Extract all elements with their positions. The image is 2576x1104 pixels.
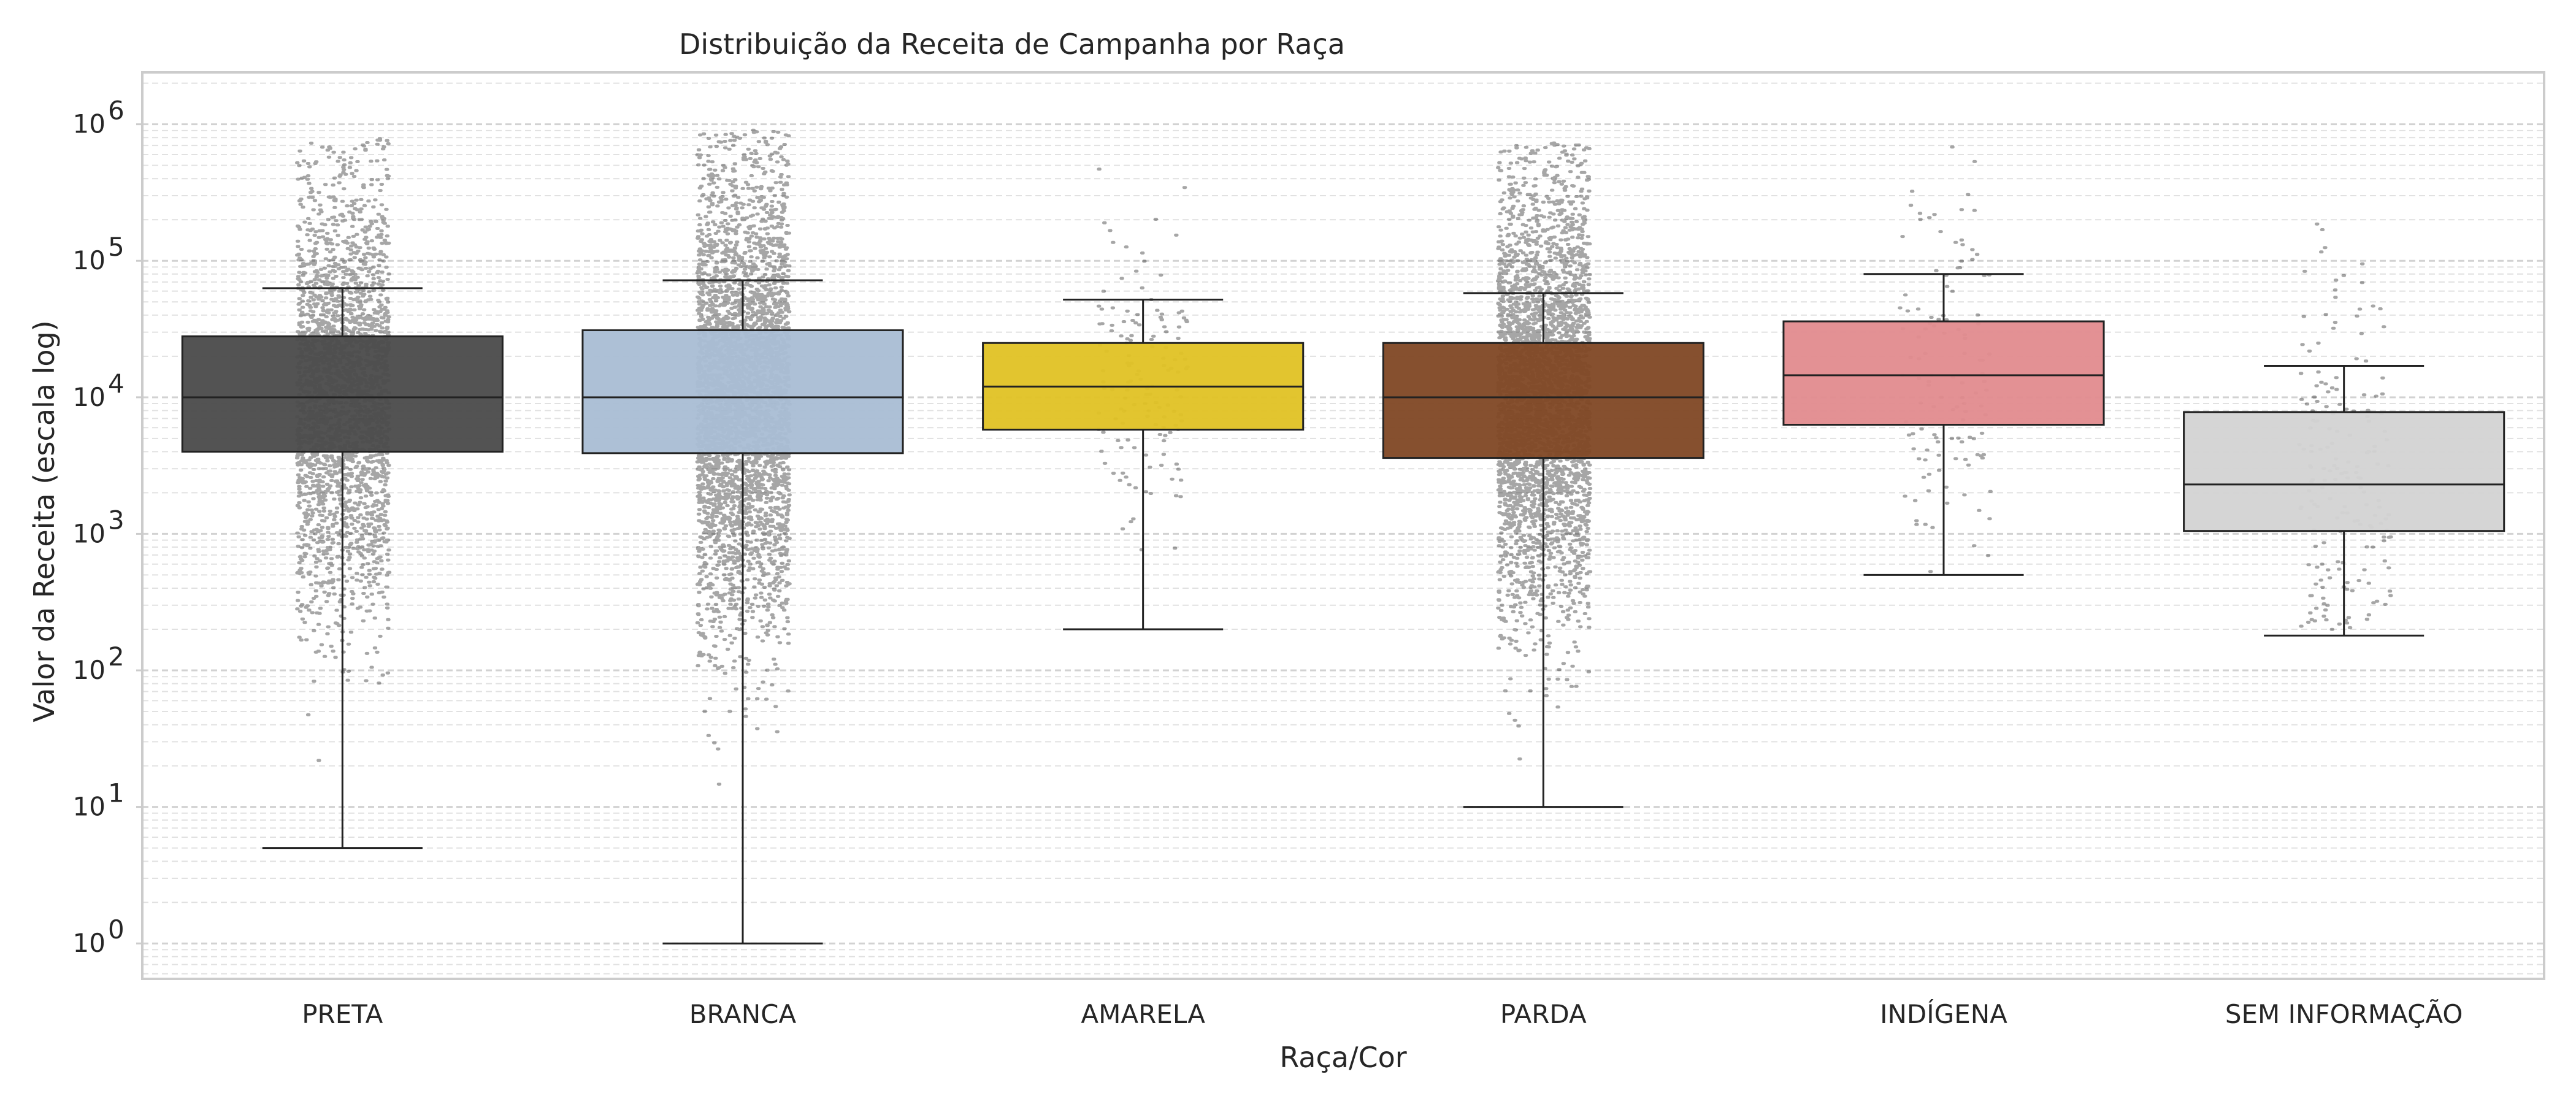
box-iqr — [581, 329, 904, 454]
y-tick-exponent: 4 — [108, 369, 125, 399]
y-tick-label: 10 — [73, 245, 105, 275]
x-axis-ticks: PRETA BRANCA AMARELA PARDA INDÍGENA SEM INFOR… — [302, 999, 2463, 1029]
x-tick-label: SEM INFORMAÇÃO — [2225, 999, 2463, 1029]
y-tick-exponent: 2 — [108, 642, 125, 672]
box-3 — [1382, 292, 1704, 808]
y-tick-label: 10 — [73, 109, 105, 139]
y-tick-label: 10 — [73, 928, 105, 958]
box-iqr — [2183, 411, 2505, 532]
x-tick-label: AMARELA — [1081, 999, 1205, 1029]
x-tick-label: BRANCA — [689, 999, 797, 1029]
box-iqr — [1782, 320, 2105, 426]
plot-frame — [141, 71, 2545, 980]
y-tick-label: 10 — [73, 382, 105, 412]
y-tick-label: 10 — [73, 518, 105, 548]
y-tick-label: 10 — [73, 655, 105, 685]
box-0 — [181, 287, 504, 849]
y-tick-exponent: 1 — [108, 778, 125, 808]
y-tick-exponent: 0 — [108, 914, 125, 945]
box-1 — [581, 279, 904, 945]
y-axis-title: Valor da Receita (escala log) — [28, 320, 61, 722]
box-iqr — [1382, 342, 1704, 459]
y-tick-exponent: 6 — [108, 96, 125, 126]
box-2 — [982, 298, 1305, 631]
y-tick-label: 10 — [73, 792, 105, 822]
y-tick-exponent: 3 — [108, 505, 125, 535]
x-tick-label: PARDA — [1500, 999, 1587, 1029]
y-tick-exponent: 5 — [108, 232, 125, 262]
chart-title: Distribuição da Receita de Campanha por … — [679, 28, 1345, 61]
x-tick-label: PRETA — [302, 999, 383, 1029]
x-axis-title: Raça/Cor — [1279, 1041, 1406, 1074]
points-layer — [294, 128, 2393, 786]
box-layer — [181, 273, 2505, 945]
x-tick-label: INDÍGENA — [1880, 999, 2007, 1029]
box-iqr — [181, 335, 504, 453]
grid-layer — [142, 82, 2544, 975]
box-5 — [2183, 365, 2505, 637]
box-4 — [1782, 273, 2105, 576]
